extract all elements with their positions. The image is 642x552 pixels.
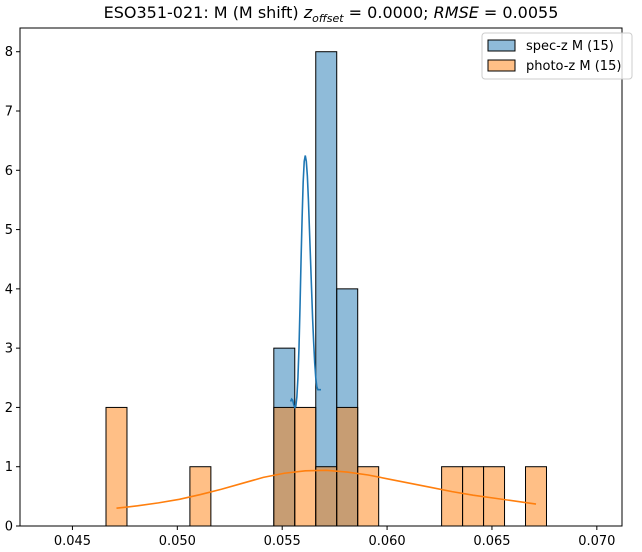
photo-z-bar-7 bbox=[441, 466, 464, 527]
legend-label: spec-z M (15) bbox=[526, 39, 614, 54]
x-tick-label: 0.065 bbox=[473, 534, 510, 549]
plot-frame bbox=[19, 27, 623, 527]
photo-z-kde-line bbox=[116, 469, 537, 510]
legend: spec-z M (15) photo-z M (15) bbox=[481, 32, 633, 80]
x-axis: 0.045 0.050 0.055 0.060 0.065 0.070 bbox=[54, 526, 615, 549]
spec-z-kde-line bbox=[289, 155, 321, 409]
chart-title: ESO351-021: M (M shift) zoffset = 0.0000… bbox=[104, 3, 559, 25]
photo-z-bars bbox=[105, 406, 547, 527]
photo-z-bar-0 bbox=[105, 406, 128, 527]
photo-z-bar-5 bbox=[336, 406, 359, 527]
legend-box bbox=[481, 32, 633, 80]
legend-swatch bbox=[487, 59, 516, 72]
y-tick-label: 6 bbox=[5, 164, 13, 179]
legend-label: photo-z M (15) bbox=[526, 59, 621, 74]
photo-z-bar-4 bbox=[315, 466, 338, 527]
y-axis: 0 1 2 3 4 5 6 7 8 bbox=[5, 45, 20, 535]
y-tick-label: 5 bbox=[5, 223, 13, 238]
y-tick-label: 7 bbox=[5, 105, 13, 120]
photo-z-bar-2 bbox=[273, 406, 296, 527]
photo-z-bar-3 bbox=[294, 406, 317, 527]
photo-z-bar-10 bbox=[525, 466, 547, 527]
legend-swatch bbox=[487, 39, 516, 52]
x-tick-label: 0.045 bbox=[54, 534, 91, 549]
y-tick-label: 3 bbox=[5, 342, 13, 357]
y-tick-label: 0 bbox=[5, 520, 13, 535]
chart-title-text: ESO351-021: M (M shift) zoffset = 0.0000… bbox=[104, 3, 559, 25]
x-tick-label: 0.060 bbox=[368, 534, 405, 549]
y-tick-label: 2 bbox=[5, 401, 13, 416]
y-tick-label: 8 bbox=[5, 45, 13, 60]
x-tick-label: 0.055 bbox=[264, 534, 301, 549]
x-tick-label: 0.050 bbox=[159, 534, 196, 549]
kde-curves bbox=[116, 155, 537, 510]
y-tick-label: 1 bbox=[5, 460, 13, 475]
spec-z-bar-2 bbox=[315, 51, 338, 527]
x-tick-label: 0.070 bbox=[578, 534, 615, 549]
y-tick-label: 4 bbox=[5, 282, 13, 297]
